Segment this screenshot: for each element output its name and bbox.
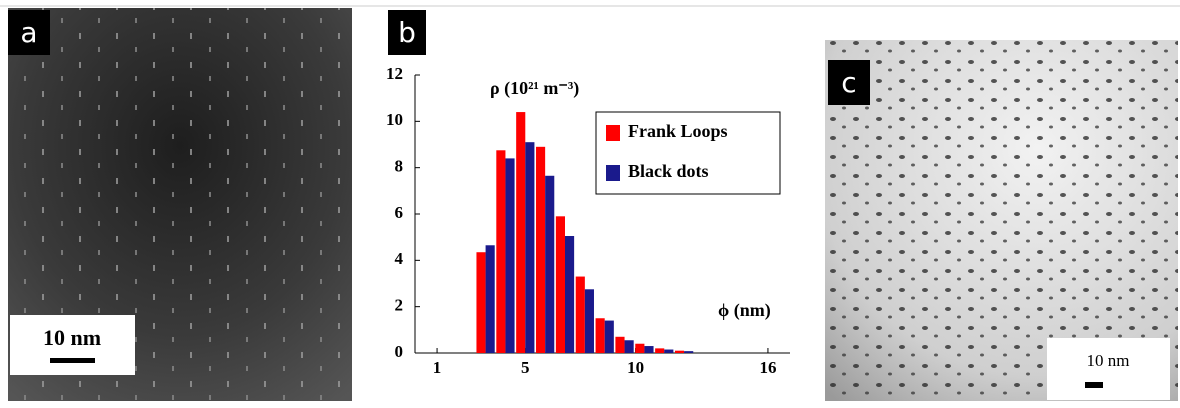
- bar: [684, 351, 694, 353]
- scale-bar: [1085, 382, 1103, 388]
- y-tick-label: 12: [386, 64, 403, 83]
- legend-label: Frank Loops: [628, 121, 728, 141]
- panel-label-box: [388, 10, 426, 55]
- bar: [565, 236, 575, 353]
- panel-label: b: [398, 16, 416, 49]
- bar: [516, 112, 526, 353]
- bar: [615, 336, 625, 353]
- y-tick-label: 6: [395, 203, 404, 222]
- scale-box: [10, 315, 135, 375]
- legend-swatch: [606, 125, 620, 141]
- bar: [644, 346, 654, 353]
- bar: [505, 158, 515, 353]
- bar: [595, 318, 605, 353]
- panel-a: a 10 nm: [8, 8, 352, 401]
- y-axis-label: ρ (10²¹ m⁻³): [490, 78, 579, 99]
- legend-swatch: [606, 165, 620, 181]
- bar: [545, 175, 555, 353]
- bar: [555, 216, 565, 353]
- bar: [584, 289, 594, 353]
- scale-text: 10 nm: [1087, 351, 1130, 370]
- y-tick-label: 0: [395, 342, 404, 361]
- scale-box: [1047, 338, 1170, 400]
- bar: [604, 320, 614, 353]
- y-tick-label: 4: [395, 249, 404, 268]
- bar: [664, 349, 674, 353]
- bar: [476, 252, 486, 353]
- panel-label: c: [841, 66, 856, 99]
- x-tick-label: 1: [433, 358, 442, 377]
- panel-c: c 10 nm: [825, 40, 1178, 401]
- y-tick-label: 8: [395, 157, 404, 176]
- legend-box: [595, 111, 781, 195]
- x-tick-label: 16: [759, 358, 776, 377]
- x-tick-label: 5: [521, 358, 530, 377]
- legend-label: Black dots: [628, 161, 709, 181]
- scale-text: 10 nm: [43, 325, 101, 350]
- bar: [525, 142, 535, 353]
- panel-b: b: [388, 10, 426, 55]
- bar: [655, 348, 665, 353]
- bar: [635, 343, 645, 353]
- bar: [674, 350, 685, 353]
- y-tick-label: 10: [386, 110, 403, 129]
- panel-label: a: [20, 16, 37, 49]
- x-axis-label: ϕ (nm): [718, 300, 771, 321]
- panel-label-box: [828, 60, 870, 105]
- bar: [575, 276, 585, 353]
- bar: [496, 150, 506, 353]
- y-tick-label: 2: [395, 296, 404, 315]
- panel-label-box: [8, 10, 50, 55]
- bar: [485, 245, 495, 353]
- x-tick-label: 10: [627, 358, 644, 377]
- bar: [624, 340, 634, 353]
- chart: ρ (10²¹ m⁻³) ϕ (nm) 0 2 4 6 8 10 12 1 5 10 16 Frank…: [386, 64, 790, 377]
- bar: [536, 146, 546, 353]
- scale-bar: [50, 358, 95, 363]
